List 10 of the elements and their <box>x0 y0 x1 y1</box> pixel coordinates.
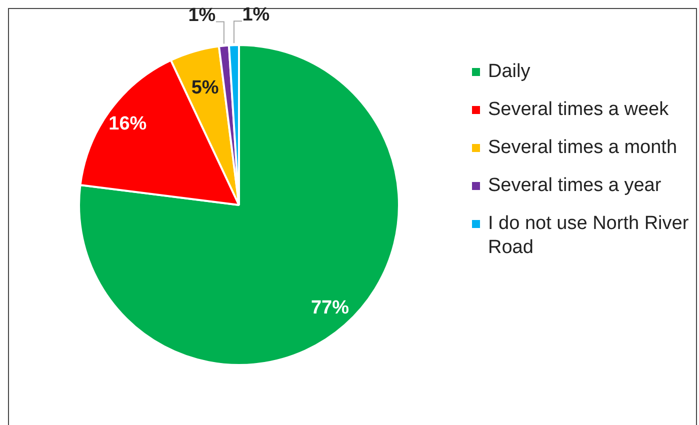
data-label: 77% <box>310 297 350 318</box>
legend-label: I do not use North River Road <box>488 212 690 260</box>
data-label: 16% <box>108 113 147 134</box>
legend-label: Several times a month <box>488 136 678 160</box>
legend-label: Several times a week <box>488 98 669 122</box>
data-label: 5% <box>191 77 219 98</box>
data-label: 1% <box>242 4 270 26</box>
legend-label: Daily <box>488 60 530 84</box>
legend-label: Several times a year <box>488 174 662 198</box>
data-label: 1% <box>188 4 216 26</box>
